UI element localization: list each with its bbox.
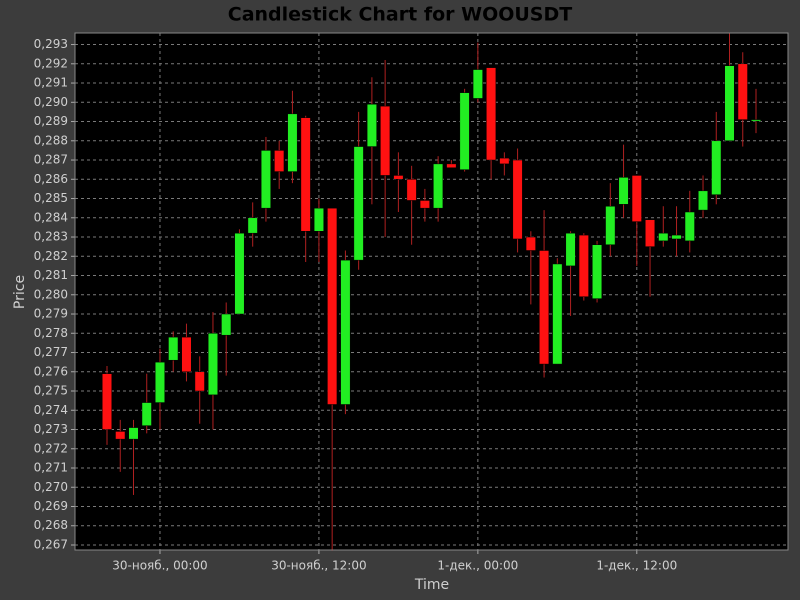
candle-body (327, 207, 338, 405)
candle-body (539, 250, 550, 365)
candle-body (260, 150, 271, 209)
y-tick-label: 0,292 (34, 56, 68, 70)
candle-body (353, 146, 364, 261)
x-tick-label: 30-нояб., 12:00 (271, 559, 366, 573)
y-tick-label: 0,284 (34, 210, 68, 224)
candle-body (565, 232, 576, 267)
y-tick-label: 0,281 (34, 268, 68, 282)
candle-body (168, 336, 179, 361)
candle-body (658, 232, 669, 242)
candle-body (592, 244, 603, 299)
plot-border (74, 32, 789, 551)
candle-body (128, 427, 139, 440)
candle-body (181, 336, 192, 373)
candle-body (552, 263, 563, 365)
plot-area (75, 33, 788, 550)
y-tick-label: 0,269 (34, 499, 68, 513)
candle-body (221, 313, 232, 336)
candle-body (406, 179, 417, 201)
candle-body (645, 219, 656, 247)
chart-title: Candlestick Chart for WOOUSDT (228, 4, 573, 26)
candle-body (141, 402, 152, 426)
x-tick-label: 1-дек., 00:00 (437, 559, 518, 573)
candle-body (287, 113, 298, 172)
candle-body (115, 431, 126, 440)
y-tick-label: 0,273 (34, 422, 68, 436)
candle-body (737, 63, 748, 120)
candle-body (393, 175, 404, 180)
candle-body (419, 200, 430, 209)
x-axis-label: Time (414, 577, 449, 593)
y-tick-label: 0,283 (34, 230, 68, 244)
candle-body (340, 259, 351, 405)
y-tick-label: 0,280 (34, 287, 68, 301)
y-tick-label: 0,270 (34, 480, 68, 494)
candle-body (433, 163, 444, 209)
candle-body (512, 159, 523, 240)
candle-body (698, 190, 709, 211)
y-tick-label: 0,279 (34, 307, 68, 321)
x-tick-label: 30-нояб., 00:00 (112, 559, 207, 573)
candle-body (380, 105, 391, 176)
candle-body (750, 119, 762, 122)
y-tick-label: 0,277 (34, 345, 68, 359)
candle-body (486, 67, 497, 161)
candle-body (194, 371, 205, 392)
y-tick-label: 0,285 (34, 191, 68, 205)
y-tick-label: 0,267 (34, 537, 68, 551)
y-tick-label: 0,288 (34, 133, 68, 147)
y-tick-label: 0,271 (34, 461, 68, 475)
y-tick-label: 0,268 (34, 518, 68, 532)
y-tick-label: 0,272 (34, 441, 68, 455)
y-tick-label: 0,278 (34, 326, 68, 340)
candle-body (525, 236, 536, 251)
y-tick-label: 0,291 (34, 76, 68, 90)
y-tick-label: 0,282 (34, 249, 68, 263)
candle-body (154, 361, 165, 403)
candle-body (274, 150, 285, 172)
candle-body (711, 140, 722, 195)
candle-body (631, 175, 642, 222)
candle-body (684, 211, 695, 242)
candle-body (578, 234, 589, 297)
y-tick-label: 0,290 (34, 95, 68, 109)
candle-body (446, 163, 457, 168)
candle-body (247, 217, 258, 234)
candle-body (366, 103, 377, 147)
candle-body (499, 157, 510, 165)
y-tick-label: 0,289 (34, 114, 68, 128)
candle-body (207, 333, 218, 396)
y-tick-label: 0,276 (34, 364, 68, 378)
candle-body (459, 92, 470, 170)
candle-body (234, 232, 245, 315)
y-tick-label: 0,293 (34, 37, 68, 51)
candle-body (313, 207, 324, 232)
candle-body (671, 234, 682, 240)
candle-body (101, 373, 113, 430)
y-tick-label: 0,275 (34, 384, 68, 398)
y-axis-label: Price (12, 275, 28, 309)
candle-body (300, 117, 311, 232)
candle-body (472, 69, 483, 99)
candle-body (605, 205, 616, 245)
x-tick-label: 1-дек., 12:00 (596, 559, 677, 573)
candle-body (618, 177, 629, 205)
y-tick-label: 0,274 (34, 403, 68, 417)
y-tick-label: 0,287 (34, 153, 68, 167)
candle-body (724, 65, 735, 142)
y-tick-label: 0,286 (34, 172, 68, 186)
